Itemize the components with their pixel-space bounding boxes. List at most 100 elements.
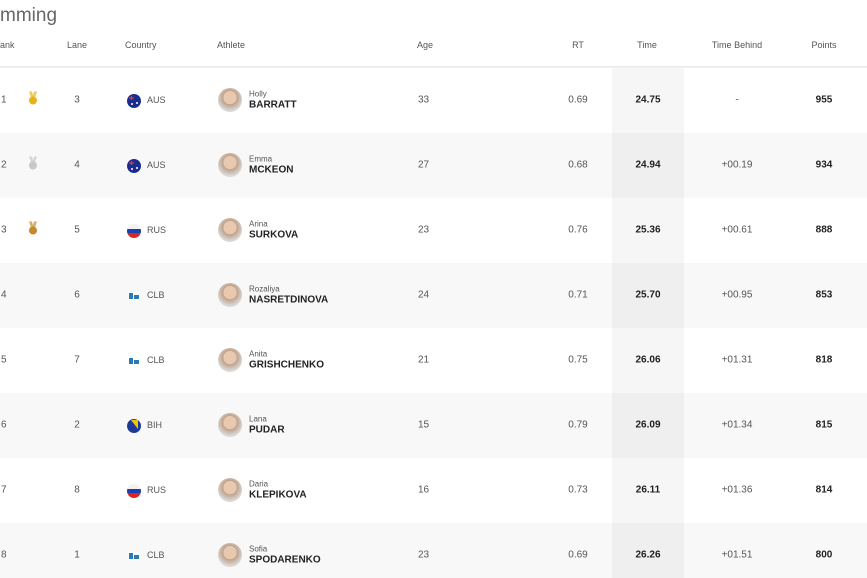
first-name: Rozaliya: [249, 284, 280, 294]
time-behind: +01.51: [721, 549, 753, 561]
first-name: Daria: [249, 479, 269, 489]
first-name: Arina: [249, 219, 268, 229]
age: 15: [418, 419, 430, 431]
age: 21: [418, 354, 430, 366]
country: CLB: [147, 355, 165, 365]
time-behind: -: [735, 94, 739, 106]
medal-icon: [27, 221, 39, 239]
last-name: GRISHCHENKO: [249, 359, 325, 371]
avatar: [218, 88, 242, 112]
age: 23: [418, 224, 430, 236]
lane: 1: [74, 549, 80, 561]
rank: 3: [1, 224, 7, 236]
country: CLB: [147, 550, 165, 560]
flag: [127, 354, 141, 368]
flag: [127, 94, 141, 108]
last-name: MCKEON: [249, 164, 294, 176]
lane: 5: [74, 224, 80, 236]
time-behind: +00.95: [721, 289, 753, 301]
points: 814: [815, 484, 833, 496]
avatar: [218, 413, 242, 437]
column-header: Athlete: [217, 40, 246, 50]
flag: [127, 289, 141, 303]
rank: 2: [1, 159, 7, 171]
points: 853: [815, 289, 833, 301]
first-name: Sofia: [249, 544, 268, 554]
points: 818: [815, 354, 833, 366]
country: AUS: [147, 160, 166, 170]
reaction-time: 0.79: [568, 419, 588, 431]
last-name: SURKOVA: [249, 229, 299, 241]
rank: 6: [1, 419, 7, 431]
age: 33: [418, 94, 430, 106]
time: 26.09: [635, 419, 661, 431]
rank: 1: [1, 94, 7, 106]
reaction-time: 0.73: [568, 484, 588, 496]
time: 25.70: [635, 289, 661, 301]
reaction-time: 0.75: [568, 354, 588, 366]
avatar: [218, 478, 242, 502]
avatar: [218, 348, 242, 372]
time: 26.11: [635, 484, 661, 496]
avatar: [218, 543, 242, 567]
reaction-time: 0.69: [568, 94, 588, 106]
lane: 2: [74, 419, 80, 431]
time-behind: +00.19: [721, 159, 753, 171]
column-header: Points: [811, 40, 837, 50]
last-name: KLEPIKOVA: [249, 489, 307, 501]
medal-icon: [27, 91, 39, 109]
column-header: Age: [417, 40, 434, 50]
last-name: BARRATT: [249, 99, 297, 111]
flag: [127, 419, 141, 433]
rank: 4: [1, 289, 7, 301]
result-row: 7 8 RUS Daria KLEPIKOVA 16 0.73 26.11 +01.36 814: [0, 458, 867, 524]
reaction-time: 0.68: [568, 159, 588, 171]
column-header: RT: [572, 40, 584, 50]
points: 800: [815, 549, 833, 561]
column-header: Time Behind: [711, 40, 763, 50]
reaction-time: 0.76: [568, 224, 588, 236]
column-header: Lane: [66, 40, 88, 50]
column-header: Time: [637, 40, 657, 50]
avatar: [218, 218, 242, 242]
first-name: Anita: [249, 349, 268, 359]
points: 888: [815, 224, 833, 236]
lane: 4: [74, 159, 80, 171]
lane: 3: [74, 94, 80, 106]
result-row: 4 6 CLB Rozaliya NASRETDINOVA 24 0.71 25.70 +00.…: [0, 263, 867, 329]
flag: [127, 549, 141, 563]
first-name: Emma: [249, 154, 273, 164]
result-row: 3 5 RUS Arina SURKOVA 23 0.76 25.36 +00.61 888: [0, 198, 867, 264]
time: 26.26: [635, 549, 661, 561]
age: 24: [418, 289, 430, 301]
time: 26.06: [635, 354, 661, 366]
column-header: Country: [125, 40, 157, 50]
age: 23: [418, 549, 430, 561]
age: 27: [418, 159, 430, 171]
rank: 8: [1, 549, 7, 561]
result-row: 5 7 CLB Anita GRISHCHENKO 21 0.75 26.06 +01.31 81…: [0, 328, 867, 394]
time: 25.36: [635, 224, 661, 236]
flag: [127, 159, 141, 173]
result-row: 2 4 AUS Emma MCKEON 27 0.68 24.94 +00.19 934: [0, 133, 867, 199]
points: 955: [815, 94, 833, 106]
flag: [127, 224, 141, 238]
time-behind: +01.36: [721, 484, 753, 496]
lane: 8: [74, 484, 80, 496]
country: BIH: [147, 420, 163, 430]
medal-icon: [27, 156, 39, 174]
age: 16: [418, 484, 430, 496]
time-behind: +00.61: [721, 224, 753, 236]
result-row: 8 1 CLB Sofia SPODARENKO 23 0.69 26.26 +01.51 800: [0, 523, 867, 578]
last-name: PUDAR: [249, 424, 285, 436]
reaction-time: 0.69: [568, 549, 588, 561]
country: AUS: [147, 95, 166, 105]
first-name: Holly: [249, 89, 267, 99]
header-shadow: [0, 66, 867, 69]
time: 24.75: [635, 94, 661, 106]
rank: 5: [1, 354, 7, 366]
points: 815: [815, 419, 833, 431]
country: RUS: [147, 485, 167, 495]
last-name: SPODARENKO: [249, 554, 321, 566]
flag: [127, 484, 141, 498]
